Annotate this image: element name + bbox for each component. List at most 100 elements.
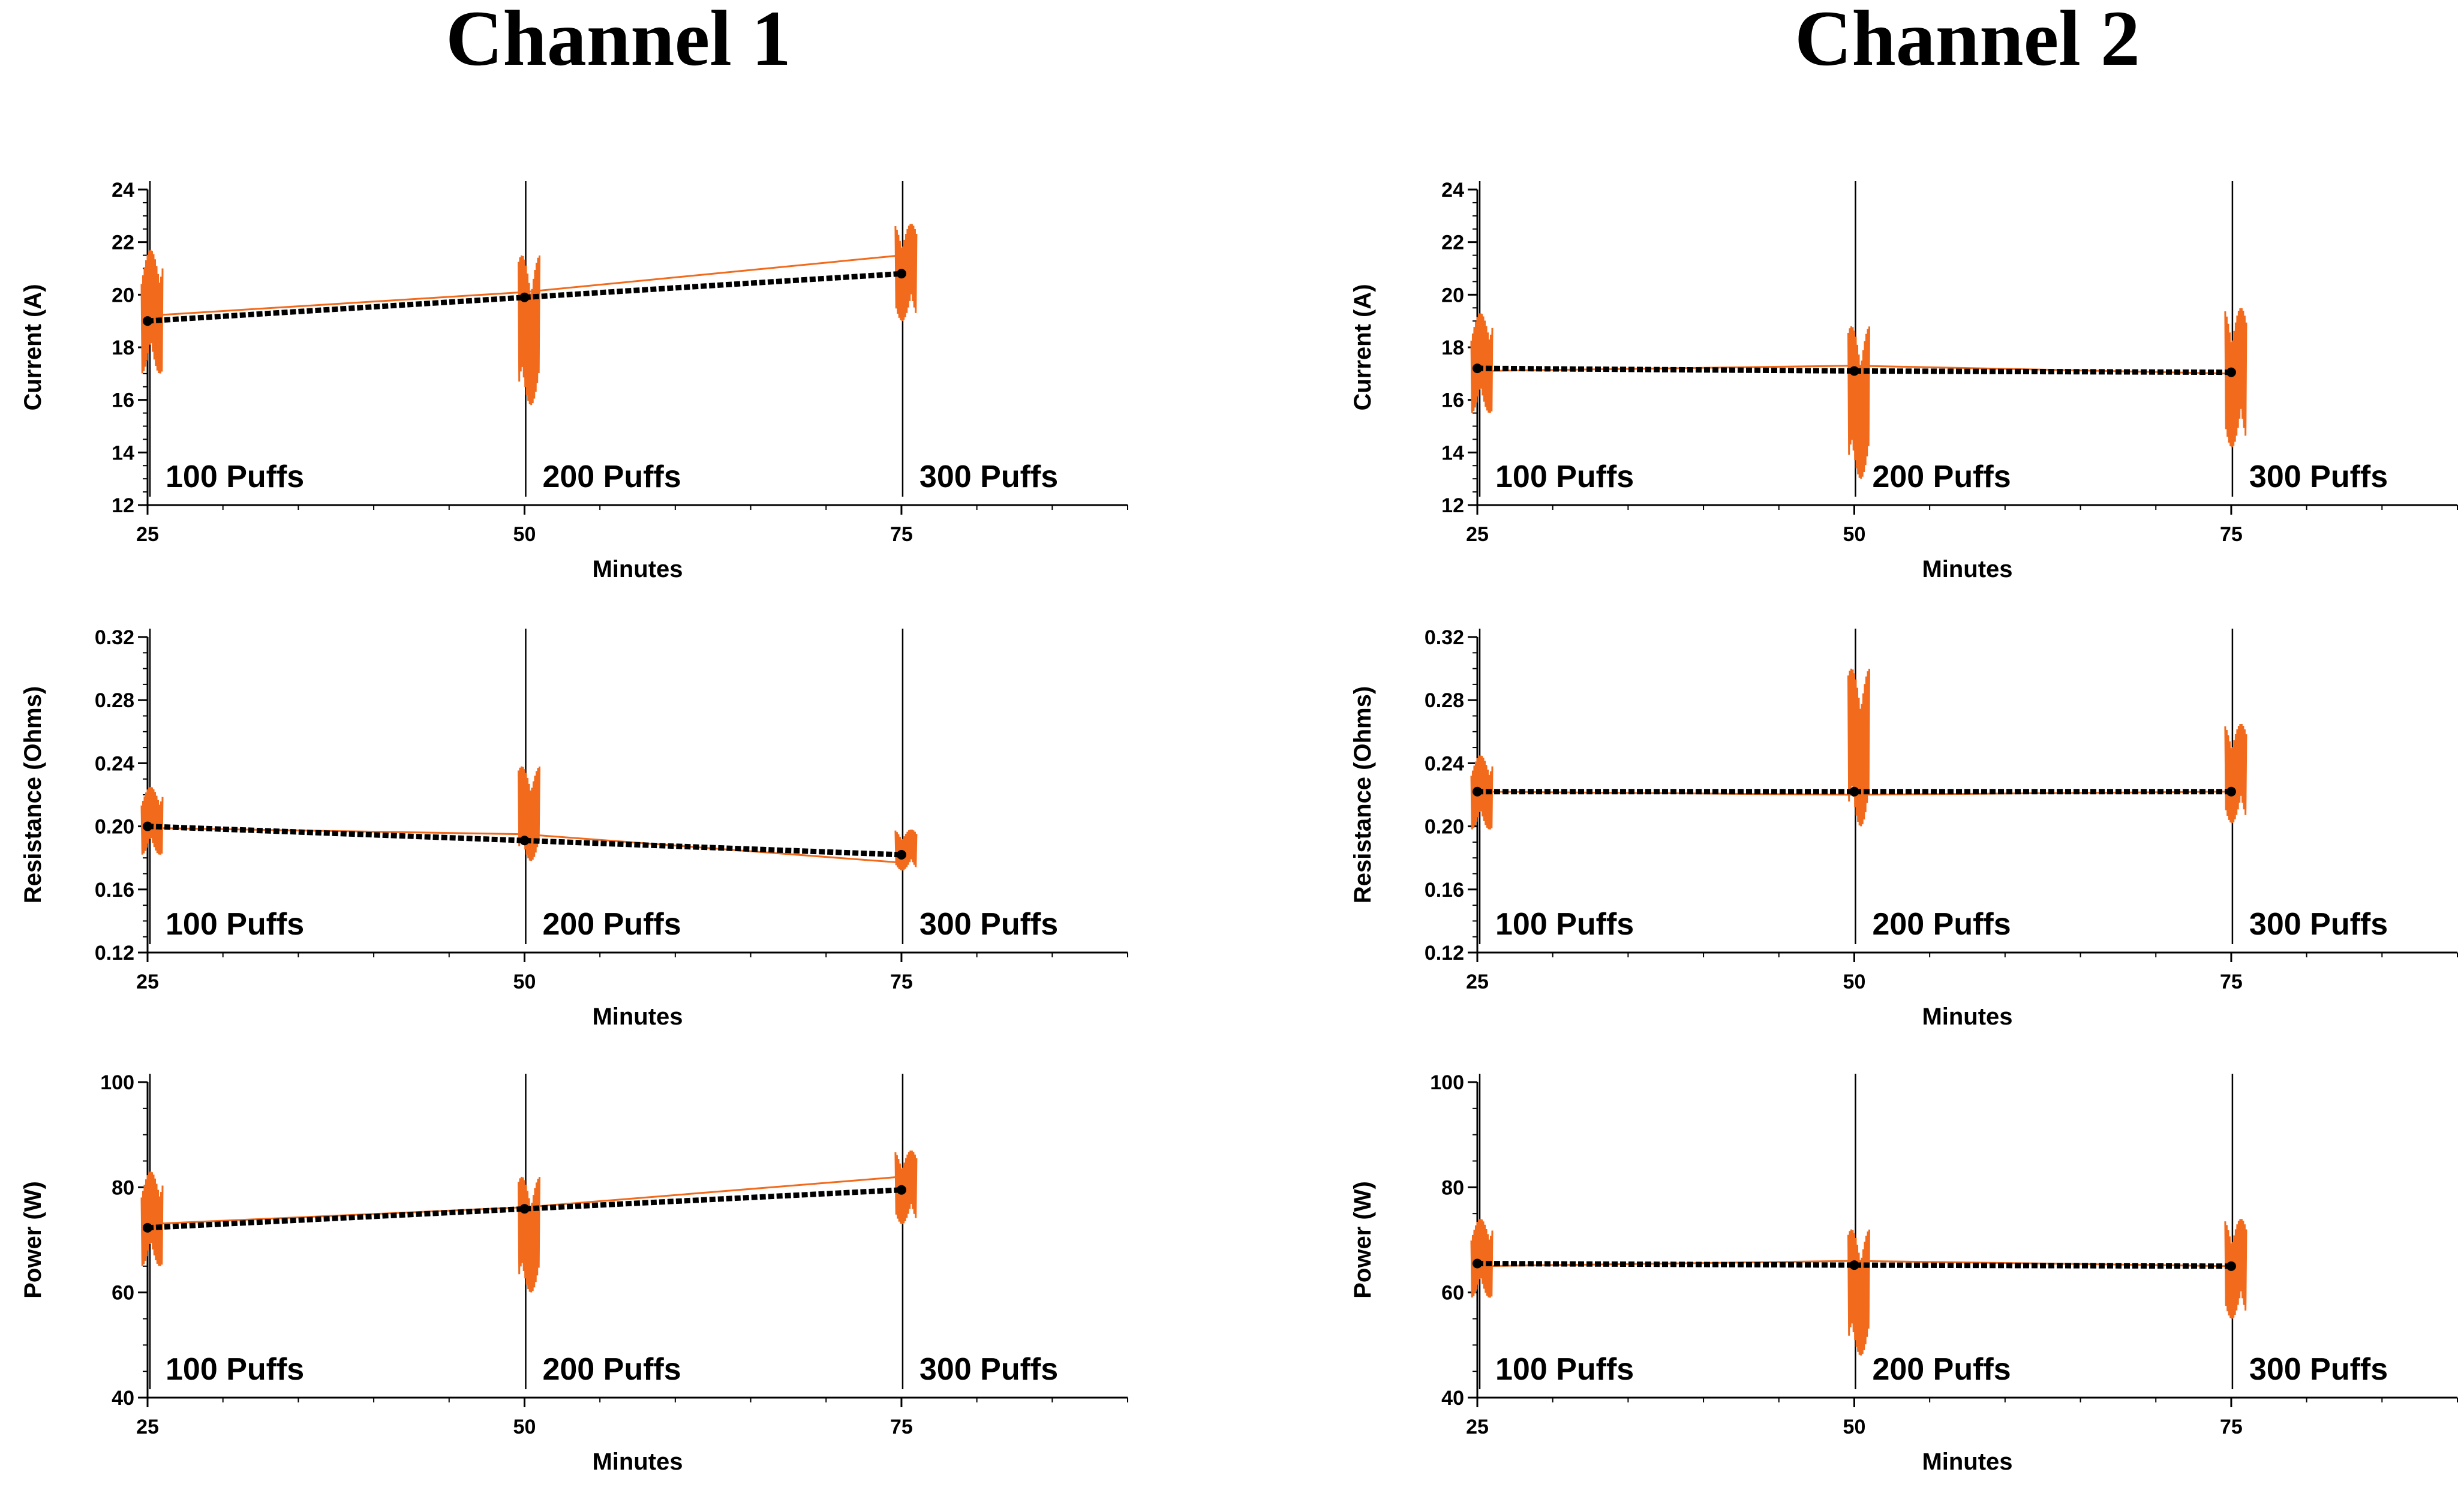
puff-label: 100 Puffs — [1495, 1352, 1634, 1387]
measured-burst — [1847, 326, 1870, 479]
chart-panel-5: 0.12 0.16 0.20 0.24 0.28 0.32 25 50 75 Minutes Res… — [1350, 626, 2458, 1030]
x-tick-label: 25 — [1466, 971, 1489, 993]
measured-burst — [518, 1176, 540, 1293]
fit-point — [2226, 786, 2236, 797]
fit-point — [896, 1185, 906, 1195]
channel-title: Channel 2 — [1795, 0, 2140, 82]
y-tick-label: 14 — [1441, 441, 1464, 464]
y-axis-title: Resistance (Ohms) — [1350, 686, 1376, 903]
fit-point — [1849, 1260, 1859, 1270]
chart-panel-4: Channel 2 12 14 16 18 20 22 24 25 50 75 Minutes Curr… — [1350, 0, 2458, 582]
y-tick-label: 14 — [112, 441, 134, 464]
puff-label: 100 Puffs — [166, 459, 304, 494]
measured-burst — [2224, 308, 2247, 447]
fit-point — [1849, 786, 1859, 797]
y-tick-label: 24 — [1441, 179, 1464, 202]
measured-burst — [140, 786, 164, 855]
x-tick-label: 75 — [2220, 971, 2243, 993]
puff-label: 200 Puffs — [542, 459, 681, 494]
y-tick-label: 40 — [112, 1387, 134, 1410]
fit-point — [1473, 1258, 1482, 1269]
x-tick-label: 25 — [1466, 1416, 1489, 1438]
x-tick-label: 50 — [1843, 523, 1866, 546]
fit-point — [143, 1222, 152, 1233]
measured-burst — [894, 829, 918, 871]
y-tick-label: 0.16 — [1425, 879, 1464, 902]
measured-burst — [894, 224, 918, 322]
fit-point — [896, 849, 906, 860]
measured-burst — [140, 1171, 164, 1266]
fit-point — [519, 292, 530, 302]
fit-point — [143, 316, 152, 326]
x-tick-label: 25 — [136, 1416, 159, 1438]
y-tick-label: 40 — [1441, 1387, 1464, 1410]
puff-label: 200 Puffs — [542, 1352, 681, 1387]
puff-label: 300 Puffs — [920, 1352, 1058, 1387]
y-tick-label: 0.12 — [95, 942, 134, 965]
measured-burst — [1470, 1218, 1494, 1298]
x-tick-label: 25 — [136, 971, 159, 993]
y-tick-label: 80 — [112, 1176, 134, 1199]
puff-label: 300 Puffs — [2249, 459, 2388, 494]
x-tick-label: 75 — [2220, 523, 2243, 546]
chart-panel-6: 40 60 80 100 25 50 75 Minutes Power (W) 100 Puffs… — [1350, 1071, 2458, 1475]
puff-label: 300 Puffs — [2249, 907, 2388, 942]
x-tick-label: 75 — [890, 971, 913, 993]
x-axis-title: Minutes — [592, 1004, 683, 1030]
x-tick-label: 50 — [1843, 971, 1866, 993]
fit-point — [143, 821, 152, 831]
fit-point — [519, 1204, 530, 1214]
x-tick-label: 25 — [136, 523, 159, 546]
y-axis-title: Power (W) — [20, 1181, 46, 1299]
y-tick-label: 0.28 — [1425, 689, 1464, 712]
y-tick-label: 20 — [112, 284, 134, 307]
y-tick-label: 0.32 — [1425, 626, 1464, 649]
y-tick-label: 20 — [1441, 284, 1464, 307]
y-tick-label: 12 — [1441, 494, 1464, 517]
x-tick-label: 50 — [513, 1416, 536, 1438]
puff-label: 100 Puffs — [166, 1352, 304, 1387]
puff-label: 300 Puffs — [2249, 1352, 2388, 1387]
measured-burst — [2224, 723, 2247, 824]
channel-title: Channel 1 — [446, 0, 791, 82]
x-tick-label: 50 — [1843, 1416, 1866, 1438]
y-tick-label: 22 — [112, 232, 134, 254]
y-tick-label: 12 — [112, 494, 134, 517]
x-axis-title: Minutes — [1922, 556, 2012, 582]
y-tick-label: 18 — [1441, 337, 1464, 359]
measured-burst — [518, 255, 540, 405]
fit-point — [2226, 367, 2236, 377]
puff-label: 300 Puffs — [920, 907, 1058, 942]
fit-point — [1473, 364, 1482, 374]
x-tick-label: 25 — [1466, 523, 1489, 546]
y-tick-label: 16 — [112, 389, 134, 412]
x-axis-title: Minutes — [1922, 1004, 2012, 1030]
y-tick-label: 0.20 — [95, 816, 134, 839]
measured-burst — [894, 1150, 918, 1224]
y-tick-label: 0.24 — [95, 752, 134, 775]
y-tick-label: 0.24 — [1425, 752, 1464, 775]
puff-label: 300 Puffs — [920, 459, 1058, 494]
y-axis-title: Resistance (Ohms) — [20, 686, 46, 903]
x-tick-label: 50 — [513, 523, 536, 546]
y-tick-label: 100 — [1430, 1071, 1464, 1094]
puff-label: 200 Puffs — [1872, 907, 2011, 942]
fit-point — [1473, 786, 1482, 797]
y-tick-label: 0.32 — [95, 626, 134, 649]
y-tick-label: 0.20 — [1425, 816, 1464, 839]
measured-burst — [1847, 668, 1870, 827]
measured-burst — [140, 250, 164, 374]
x-tick-label: 75 — [890, 1416, 913, 1438]
puff-label: 200 Puffs — [1872, 459, 2011, 494]
chart-panel-1: Channel 1 12 14 16 18 20 22 24 25 50 75 Minutes Curr… — [20, 0, 1128, 582]
fit-point — [896, 269, 906, 279]
puff-label: 200 Puffs — [1872, 1352, 2011, 1387]
chart-panel-3: 40 60 80 100 25 50 75 Minutes Power (W) 100 Puffs… — [20, 1071, 1128, 1475]
y-tick-label: 16 — [1441, 389, 1464, 412]
puff-label: 100 Puffs — [1495, 907, 1634, 942]
y-axis-title: Current (A) — [1350, 284, 1376, 410]
x-tick-label: 75 — [2220, 1416, 2243, 1438]
measured-burst — [518, 766, 540, 861]
y-tick-label: 22 — [1441, 232, 1464, 254]
